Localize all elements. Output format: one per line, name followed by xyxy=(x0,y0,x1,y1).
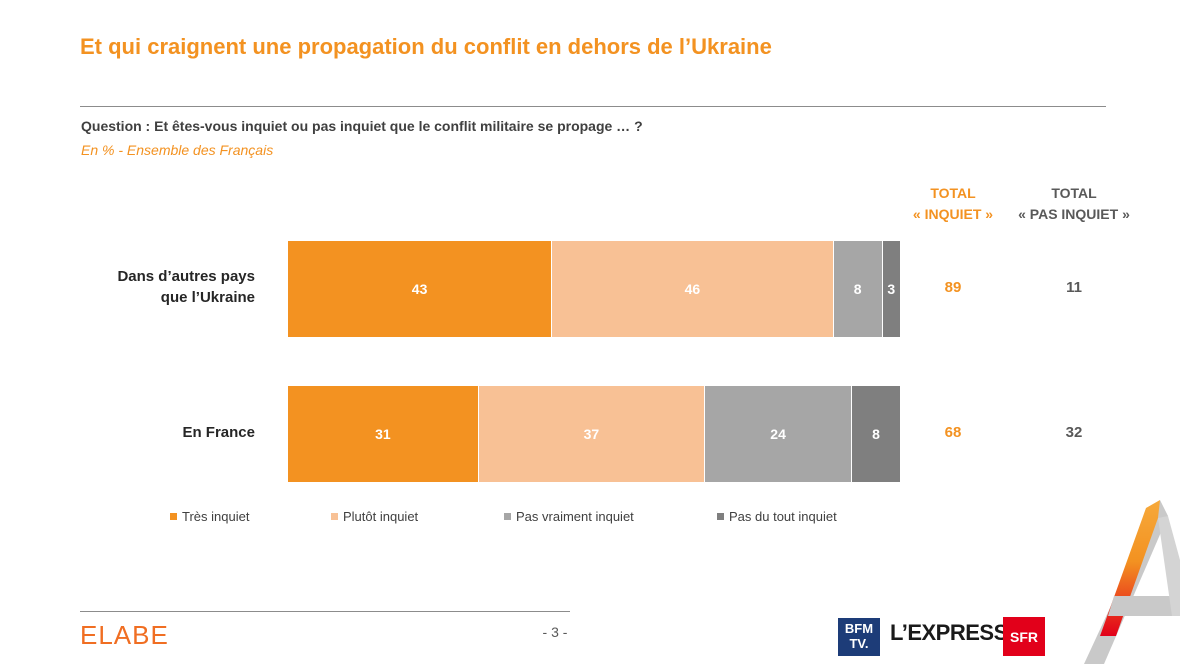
legend-label: Pas du tout inquiet xyxy=(729,509,837,524)
bar-value-label: 3 xyxy=(887,281,896,297)
legend-swatch xyxy=(170,513,177,520)
bar-segment: 8 xyxy=(851,386,900,482)
page-number: - 3 - xyxy=(542,624,568,640)
legend-label: Plutôt inquiet xyxy=(343,509,419,524)
legend-swatch xyxy=(504,513,511,520)
elabe-corner-a-icon xyxy=(1084,500,1180,664)
legend-label: Pas vraiment inquiet xyxy=(516,509,634,524)
category-label: Dans d’autres pays que l’Ukraine xyxy=(117,266,255,308)
bar-segment: 8 xyxy=(832,241,882,337)
category-label-line: En France xyxy=(182,423,255,441)
column-header-total-pas-inquiet-line2: « PAS INQUIET » xyxy=(1018,206,1130,222)
bfm-tv-logo-line2: TV. xyxy=(849,636,869,651)
page-title: Et qui craignent une propagation du conf… xyxy=(80,34,772,59)
total-pas-inquiet-value: 11 xyxy=(1066,279,1082,296)
legend-label: Très inquiet xyxy=(182,509,250,524)
total-inquiet-value: 89 xyxy=(944,279,962,296)
category-label-line: que l’Ukraine xyxy=(160,289,255,306)
bar-segment: 37 xyxy=(477,386,705,482)
bar-segment: 24 xyxy=(704,386,852,482)
footer-divider xyxy=(80,611,570,612)
total-pas-inquiet-value: 32 xyxy=(1065,424,1083,441)
bar-row: 31 37 24 8 xyxy=(288,386,900,482)
bar-value-label: 24 xyxy=(770,426,786,442)
category-label: En France xyxy=(182,422,255,443)
bar-segment: 43 xyxy=(288,241,552,337)
subtitle: En % - Ensemble des Français xyxy=(81,142,274,158)
chart-legend: Très inquiet Plutôt inquiet Pas vraiment i… xyxy=(0,509,1180,527)
total-inquiet-value: 68 xyxy=(944,424,962,441)
bfm-tv-logo-line1: BFM xyxy=(844,621,874,636)
bar-value-label: 43 xyxy=(411,281,428,297)
lexpress-logo: L’EXPRESS xyxy=(890,620,1008,645)
category-label-line: Dans d’autres pays xyxy=(117,268,255,285)
legend-entry: Pas du tout inquiet xyxy=(717,509,837,524)
legend-swatch xyxy=(717,513,724,520)
bar-segment: 46 xyxy=(551,241,833,337)
legend-entry: Plutôt inquiet xyxy=(331,509,418,524)
column-header-total-pas-inquiet-line1: TOTAL xyxy=(1051,185,1097,201)
bar-value-label: 37 xyxy=(583,426,600,442)
bar-value-label: 8 xyxy=(872,426,880,442)
column-header-total-pas-inquiet: TOTAL « PAS INQUIET » xyxy=(1008,183,1140,225)
legend-entry: Pas vraiment inquiet xyxy=(504,509,634,524)
bar-segment: 3 xyxy=(881,241,900,337)
bar-value-label: 8 xyxy=(853,281,862,297)
bfm-tv-logo: BFM TV. xyxy=(838,618,880,656)
sfr-logo: SFR xyxy=(1003,617,1045,656)
bar-row: 43 46 8 3 xyxy=(288,241,900,337)
column-header-total-inquiet-line2: « INQUIET » xyxy=(912,206,994,222)
question-text: Question : Et êtes-vous inquiet ou pas i… xyxy=(81,118,643,134)
legend-swatch xyxy=(331,513,338,520)
bar-segment: 31 xyxy=(288,386,478,482)
column-header-total-inquiet-line1: TOTAL xyxy=(930,185,976,201)
legend-entry: Très inquiet xyxy=(170,509,249,524)
bar-value-label: 31 xyxy=(375,426,391,442)
top-divider xyxy=(80,106,1106,107)
bar-value-label: 46 xyxy=(684,281,701,297)
elabe-logo: ELABE xyxy=(80,620,169,650)
column-header-total-inquiet: TOTAL « INQUIET » xyxy=(893,183,1013,225)
